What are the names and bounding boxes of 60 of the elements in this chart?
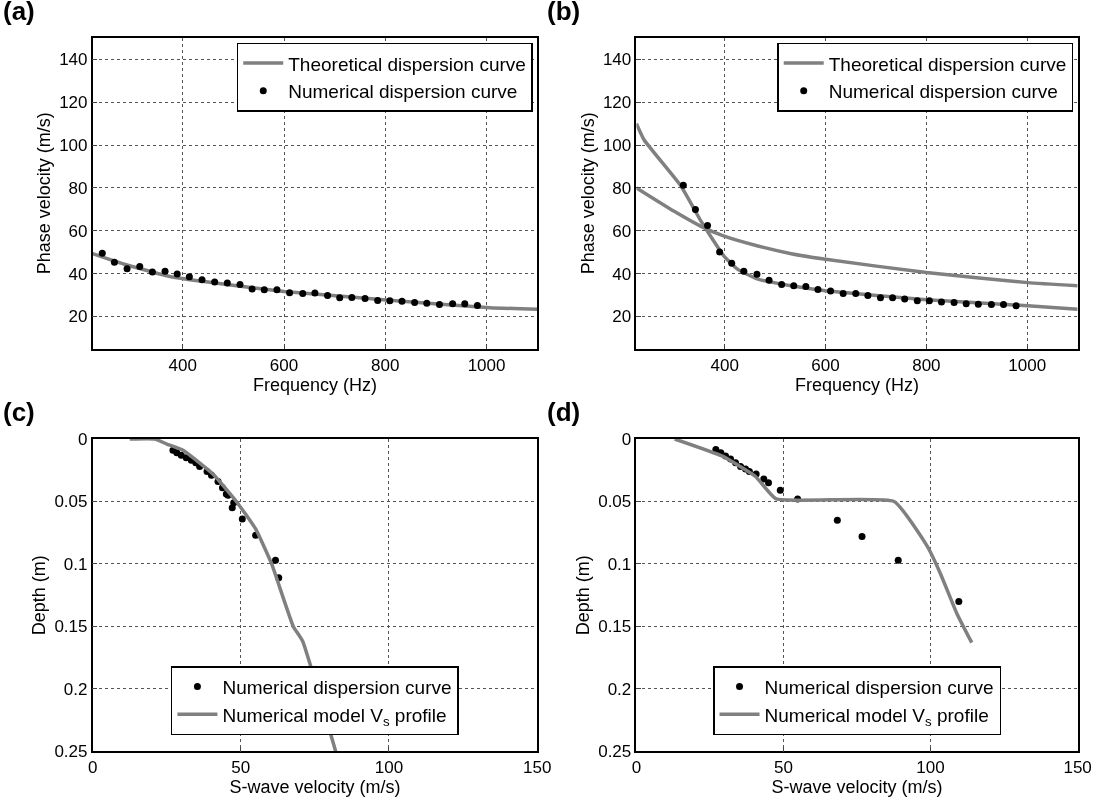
y-tick-label: 0.15 — [54, 617, 88, 637]
x-tick-label: 400 — [168, 355, 197, 375]
y-tick-label: 0.2 — [63, 679, 88, 699]
y-tick-label: 120 — [602, 93, 632, 113]
y-tick-label: 100 — [59, 136, 88, 156]
chart-title: (c) — [3, 397, 35, 427]
y-tick-label: 40 — [612, 264, 632, 284]
x-tick-label: 50 — [231, 758, 251, 778]
y-tick-label: 0.1 — [63, 554, 88, 574]
x-tick-label: 800 — [912, 355, 941, 375]
y-tick-label: 0.15 — [598, 617, 632, 637]
x-tick-label: 1000 — [1008, 355, 1047, 375]
y-axis-title: Phase velocity (m/s) — [33, 112, 54, 275]
x-tick-label: 1000 — [467, 355, 506, 375]
y-tick-label: 40 — [68, 264, 88, 284]
x-tick-label: 600 — [269, 355, 299, 375]
legend-label: Numerical dispersion curve — [828, 81, 1058, 103]
y-tick-label: 0.25 — [598, 742, 632, 762]
x-axis-title: S-wave velocity (m/s) — [229, 777, 401, 798]
x-tick-label: 100 — [374, 758, 404, 778]
y-tick-label: 140 — [602, 50, 632, 70]
x-tick-label: 150 — [522, 758, 552, 778]
y-tick-label: 0.25 — [54, 742, 88, 762]
x-tick-label: 150 — [1063, 758, 1092, 778]
y-tick-label: 0.1 — [607, 554, 632, 574]
legend-label: Numerical model V$_{s}$ profile — [222, 704, 447, 729]
chart-title: (b) — [547, 0, 581, 26]
chart-title: (d) — [547, 397, 581, 427]
y-tick-label: 80 — [68, 178, 88, 198]
x-axis-title: Frequency (Hz) — [795, 374, 920, 395]
x-tick-label: 50 — [774, 758, 793, 778]
x-tick-label: 800 — [371, 355, 400, 375]
y-axis-title: Phase velocity (m/s) — [577, 112, 598, 275]
legend-label: Theoretical dispersion curve — [828, 53, 1067, 75]
y-tick-label: 80 — [612, 178, 632, 198]
y-tick-label: 100 — [602, 136, 632, 156]
chart-title: (a) — [3, 0, 35, 26]
y-tick-label: 60 — [68, 221, 88, 241]
y-tick-label: 120 — [59, 93, 88, 113]
y-tick-label: 0.05 — [598, 492, 632, 512]
legend-label: Numerical model V$_{s}$ profile — [764, 704, 989, 729]
legend-label: Numerical dispersion curve — [288, 81, 518, 103]
y-tick-label: 20 — [612, 307, 632, 327]
y-axis-title: Depth (m) — [29, 555, 50, 636]
x-axis-title: Frequency (Hz) — [252, 374, 377, 395]
x-tick-label: 100 — [916, 758, 945, 778]
y-axis-title: Depth (m) — [572, 555, 593, 636]
x-tick-label: 400 — [710, 355, 739, 375]
y-tick-label: 20 — [68, 307, 88, 327]
legend-label: Theoretical dispersion curve — [288, 53, 526, 75]
x-tick-label: 600 — [811, 355, 840, 375]
y-tick-label: 0.05 — [54, 492, 88, 512]
legend-label: Numerical dispersion curve — [222, 676, 452, 698]
y-tick-label: 0 — [78, 429, 88, 449]
y-tick-label: 0.2 — [607, 679, 632, 699]
legend-label: Numerical dispersion curve — [764, 676, 994, 698]
y-tick-label: 60 — [612, 221, 632, 241]
x-axis-title: S-wave velocity (m/s) — [771, 777, 943, 798]
y-tick-label: 140 — [59, 50, 88, 70]
y-tick-label: 0 — [621, 429, 632, 449]
